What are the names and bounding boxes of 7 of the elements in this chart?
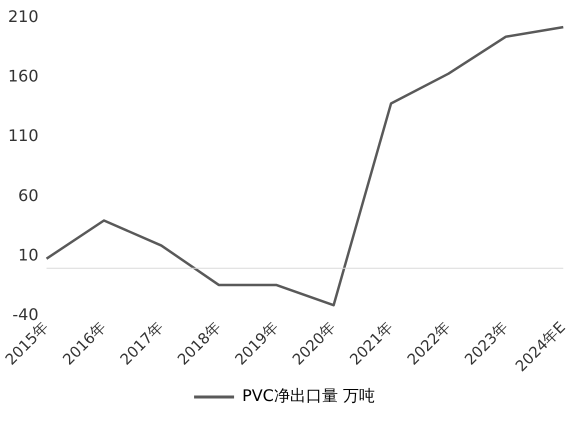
y-tick-label: -40 [12,305,39,324]
y-tick-label: 10 [18,245,39,264]
y-tick-label: 60 [18,186,39,205]
y-tick-label: 160 [8,66,39,86]
y-tick-label: 210 [8,6,39,26]
y-tick-label: 110 [8,126,39,146]
legend-label: PVC净出口量 万吨 [242,386,375,406]
